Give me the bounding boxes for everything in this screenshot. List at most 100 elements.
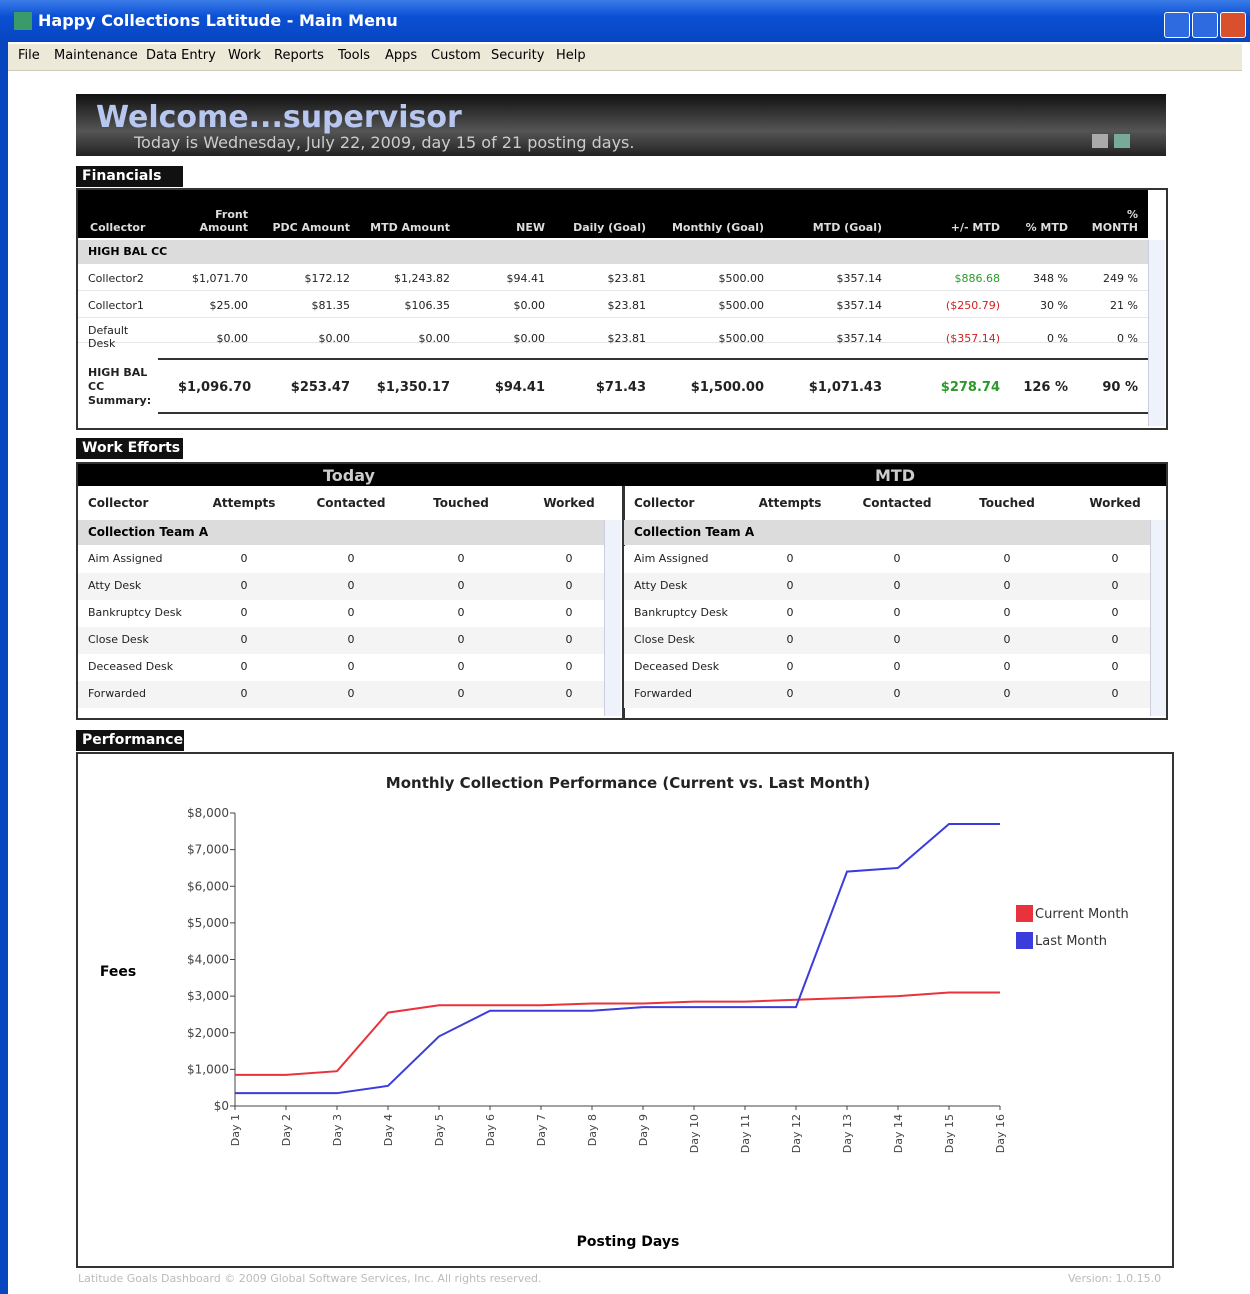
maximize-button[interactable] (1192, 12, 1218, 38)
column-header: Touched (433, 496, 489, 510)
tab[interactable]: Financials (76, 166, 183, 187)
table-cell: $1,243.82 (394, 272, 450, 285)
table-cell: 0 (565, 660, 573, 673)
menu-item[interactable]: Tools (338, 48, 371, 63)
table-cell: $25.00 (209, 299, 249, 312)
y-axis-label: Fees (100, 964, 136, 980)
table-cell: 0 (457, 606, 465, 619)
group-row (624, 520, 1150, 545)
group-label: HIGH BAL CC (88, 245, 168, 258)
table-cell: 0 (893, 606, 901, 619)
app-icon (14, 12, 32, 30)
y-tick-label: $2,000 (187, 1026, 229, 1040)
chart-title: Monthly Collection Performance (Current … (386, 774, 870, 792)
tab[interactable]: Work Efforts (76, 438, 183, 459)
menu-item[interactable]: Help (556, 48, 586, 63)
x-tick-label: Day 6 (484, 1114, 497, 1146)
summary-cell: $1,500.00 (690, 380, 764, 395)
table-cell: 0 (240, 633, 248, 646)
x-tick-label: Day 7 (535, 1114, 548, 1146)
group-label: Collection Team A (634, 525, 755, 539)
y-tick-label: $6,000 (187, 879, 229, 893)
table-cell: $172.12 (304, 272, 351, 285)
minimize-button[interactable] (1164, 12, 1190, 38)
print-icon[interactable] (1092, 134, 1108, 148)
table-cell: 0 (457, 633, 465, 646)
summary-rule (158, 412, 1148, 414)
menu-item[interactable]: Apps (385, 48, 418, 63)
legend-label: Last Month (1035, 934, 1107, 949)
table-cell: Bankruptcy Desk (634, 606, 728, 619)
x-tick-label: Day 11 (739, 1114, 752, 1153)
table-cell: 0 (347, 660, 355, 673)
table-cell: 0 (1003, 687, 1011, 700)
x-tick-label: Day 15 (943, 1114, 956, 1153)
column-header: Daily (Goal) (573, 221, 646, 234)
x-tick-label: Day 3 (331, 1114, 344, 1146)
menu-item[interactable]: Maintenance (54, 48, 138, 63)
table-cell: Collector2 (88, 272, 144, 285)
group-row (78, 240, 1148, 264)
row-bg (78, 546, 604, 573)
close-button[interactable] (1220, 12, 1246, 38)
table-cell: Atty Desk (634, 579, 688, 592)
row-separator (78, 342, 1148, 343)
table-cell: 0 (240, 660, 248, 673)
table-cell: ($357.14) (945, 332, 1000, 345)
menu-item[interactable]: Work (228, 48, 261, 63)
table-cell: Forwarded (634, 687, 692, 700)
column-header: Worked (543, 496, 595, 510)
scrollbar (1150, 520, 1166, 716)
tab[interactable]: Performance (76, 730, 184, 751)
summary-cell: 126 % (1023, 380, 1068, 395)
x-tick-label: Day 4 (382, 1114, 395, 1146)
welcome-subtitle: Today is Wednesday, July 22, 2009, day 1… (134, 133, 635, 152)
table-cell: $0.00 (216, 332, 249, 345)
column-header: Contacted (862, 496, 932, 510)
menu-item[interactable]: Reports (274, 48, 324, 63)
table-cell: 0 (457, 552, 465, 565)
x-tick-label: Day 1 (229, 1114, 242, 1146)
summary-cell: HIGH BAL CC Summary: (88, 366, 152, 407)
table-cell: $500.00 (718, 332, 765, 345)
x-tick-label: Day 10 (688, 1114, 701, 1153)
table-cell: 0 (457, 660, 465, 673)
table-cell: $0.00 (513, 332, 546, 345)
panel-divider (622, 486, 625, 718)
table-cell: ($250.79) (945, 299, 1000, 312)
table-cell: Default Desk (88, 324, 129, 350)
table-cell: 0 (893, 552, 901, 565)
summary-cell: 90 % (1102, 380, 1138, 395)
table-cell: $500.00 (718, 299, 765, 312)
table-cell: $106.35 (404, 299, 451, 312)
table-cell: 0 (1003, 552, 1011, 565)
menu-item[interactable]: Custom (431, 48, 481, 63)
export-icon[interactable] (1114, 134, 1130, 148)
table-cell: $357.14 (836, 299, 883, 312)
table-cell: 0 (347, 633, 355, 646)
row-separator (78, 290, 1148, 291)
table-cell: 0 (565, 687, 573, 700)
menu-item[interactable]: Data Entry (146, 48, 216, 63)
work-efforts-panel: Today Collector Attempts Contacted Touched Wo… (76, 462, 1168, 720)
table-cell: Atty Desk (88, 579, 142, 592)
panel-title: Today (323, 466, 375, 485)
menu-item[interactable]: File (18, 48, 40, 63)
table-cell: 0 (786, 579, 794, 592)
table-cell: 0 (1111, 633, 1119, 646)
x-tick-label: Day 13 (841, 1114, 854, 1153)
table-cell: Bankruptcy Desk (88, 606, 182, 619)
table-cell: 0 % (1117, 332, 1138, 345)
menu-item[interactable]: Security (491, 48, 545, 63)
table-cell: 0 (786, 552, 794, 565)
financials-panel: Collector Front Amount PDC Amount MTD Amoun… (76, 188, 1168, 430)
table-cell: 0 (786, 633, 794, 646)
column-header: Collector (634, 496, 695, 510)
table-cell: 0 (240, 687, 248, 700)
table-cell: 0 (240, 579, 248, 592)
window-frame (0, 42, 8, 1294)
table-cell: $0.00 (418, 332, 451, 345)
row-bg (78, 654, 604, 681)
row-bg (624, 654, 1150, 681)
